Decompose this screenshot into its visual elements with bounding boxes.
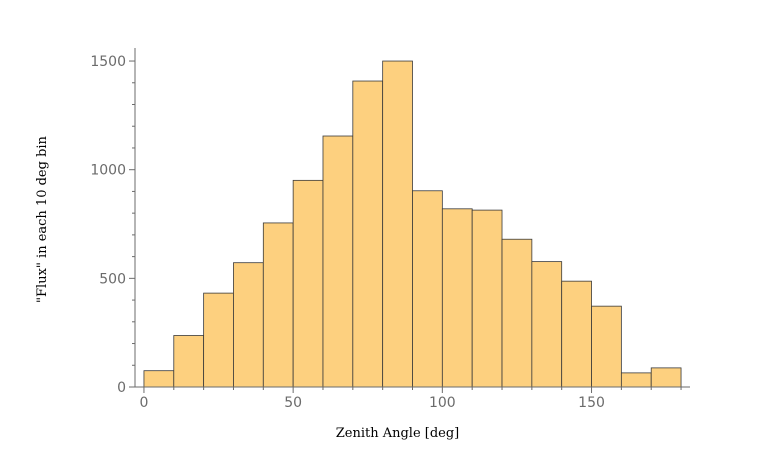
bars-group <box>143 60 682 388</box>
histogram-bar-140 <box>561 280 592 388</box>
histogram-bar-160 <box>620 372 652 388</box>
histogram-bar-10 <box>173 335 205 388</box>
x-tick-label-100: 100 <box>429 395 456 411</box>
y-axis-title: "Flux" in each 10 deg bin <box>35 135 50 302</box>
histogram-bar-80 <box>382 60 413 388</box>
y-tick-label-1500: 1500 <box>90 54 126 70</box>
histogram-bar-130 <box>531 261 563 388</box>
histogram-bar-40 <box>262 222 294 388</box>
histogram-bar-30 <box>233 262 264 388</box>
histogram-bar-120 <box>501 238 533 388</box>
histogram-bar-170 <box>650 367 682 388</box>
histogram-bar-20 <box>203 292 234 388</box>
x-tick-label-50: 50 <box>284 395 302 411</box>
histogram-bar-90 <box>412 190 443 388</box>
y-tick-label-500: 500 <box>99 271 126 287</box>
histogram-bar-50 <box>292 179 324 388</box>
histogram-bar-100 <box>441 208 473 388</box>
x-tick-label-0: 0 <box>139 395 148 411</box>
histogram-bar-0 <box>143 370 175 388</box>
histogram-bar-150 <box>591 305 622 388</box>
histogram-bar-110 <box>471 209 503 388</box>
y-tick-label-1000: 1000 <box>90 163 126 179</box>
x-axis-title: Zenith Angle [deg] <box>336 426 460 441</box>
y-tick-label-0: 0 <box>117 380 126 396</box>
histogram-bar-60 <box>322 135 354 388</box>
histogram-bar-70 <box>352 80 384 388</box>
x-tick-label-150: 150 <box>578 395 605 411</box>
